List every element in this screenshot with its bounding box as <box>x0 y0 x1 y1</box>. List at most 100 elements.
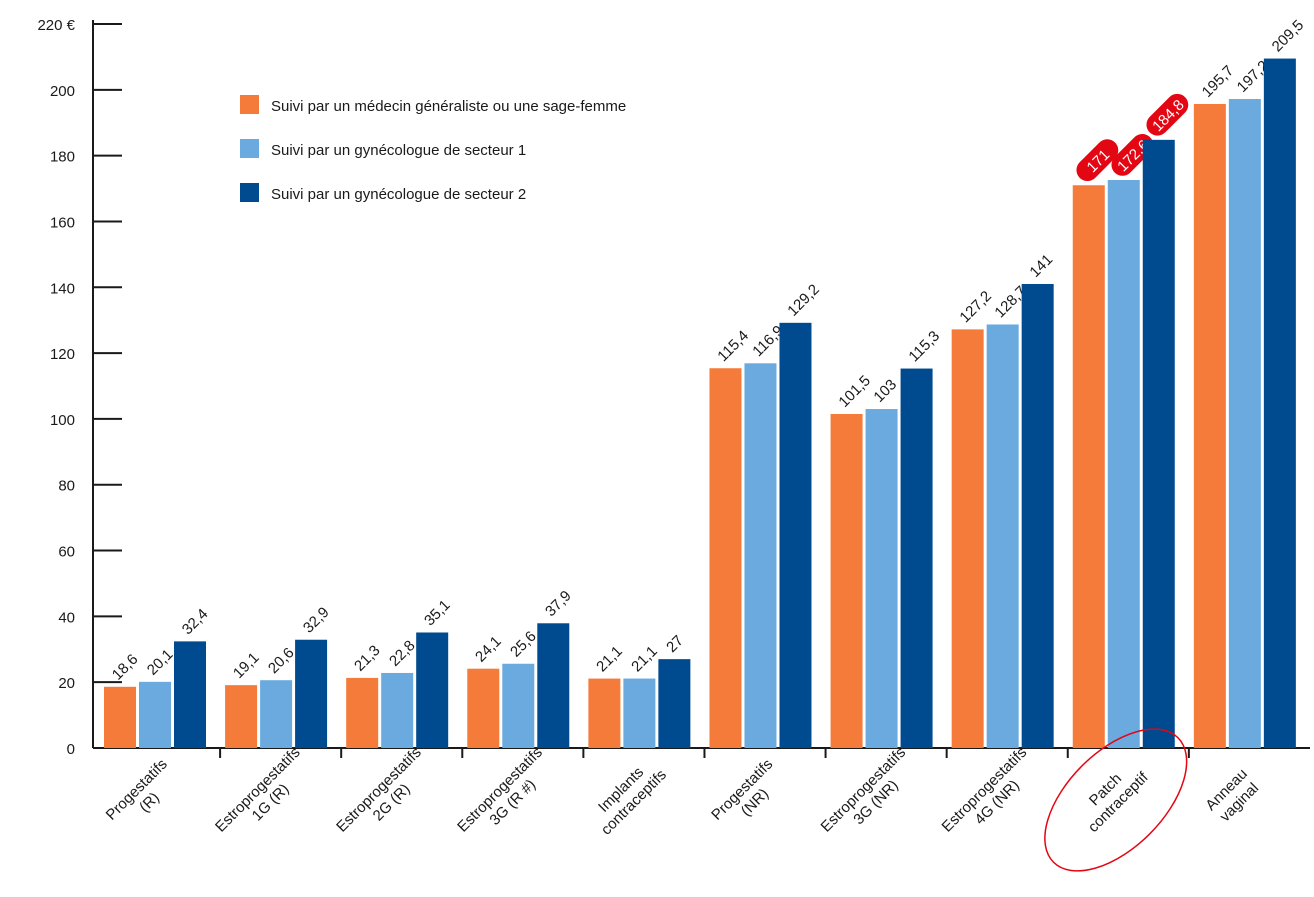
bar <box>174 641 206 748</box>
value-label: 35,1 <box>421 597 454 630</box>
value-label-group: 32,4 <box>179 606 212 639</box>
bar <box>537 623 570 748</box>
x-label-group: Progestatifs(NR) <box>708 756 776 824</box>
value-label: 32,9 <box>300 604 333 637</box>
value-label-group: 37,9 <box>542 587 575 620</box>
y-tick-label: 60 <box>58 544 75 561</box>
bar <box>1228 99 1261 749</box>
value-label: 37,9 <box>542 587 575 620</box>
x-tick-label: Progestatifs <box>103 756 171 824</box>
value-label: 19,1 <box>230 649 263 682</box>
x-label-group: Progestatifs(R) <box>103 756 171 824</box>
bar <box>709 368 742 748</box>
bar <box>779 322 812 748</box>
legend-label: Suivi par un gynécologue de secteur 1 <box>271 142 526 159</box>
value-label-group: 195,7 <box>1199 62 1238 101</box>
y-tick-label: 140 <box>50 280 75 297</box>
legend-swatch <box>240 139 259 158</box>
bar <box>623 678 656 748</box>
y-tick-label: 40 <box>58 609 75 626</box>
value-label-group: 20,6 <box>265 644 298 677</box>
legend-swatch <box>240 183 259 202</box>
value-label: 21,1 <box>593 643 626 676</box>
value-label-group: 127,2 <box>956 288 995 327</box>
value-label-group: 103 <box>870 376 900 406</box>
value-label: 209,5 <box>1269 17 1308 56</box>
value-label-group: 141 <box>1026 251 1056 281</box>
bar <box>1021 283 1054 748</box>
value-label: 103 <box>870 376 900 406</box>
bar <box>1072 185 1105 749</box>
bar <box>346 677 379 748</box>
value-label-pill <box>1076 139 1119 182</box>
y-tick-label: 100 <box>50 412 75 429</box>
value-label-group: 35,1 <box>421 597 454 630</box>
value-label-group: 22,8 <box>386 637 419 670</box>
value-label-group: 24,1 <box>472 633 505 666</box>
value-label-group: 184,8 <box>1146 93 1189 136</box>
value-label: 115,3 <box>905 328 943 366</box>
value-label-group: 18,6 <box>109 651 142 684</box>
bar <box>502 663 535 748</box>
y-tick-label: 180 <box>50 149 75 166</box>
value-label: 32,4 <box>179 606 212 639</box>
bar <box>139 681 171 748</box>
value-label-group: 209,5 <box>1269 17 1308 56</box>
legend-swatch <box>240 95 259 114</box>
legend-label: Suivi par un gynécologue de secteur 2 <box>271 186 526 203</box>
y-tick-label: 200 <box>50 83 75 100</box>
value-label: 20,6 <box>265 644 298 677</box>
bar <box>830 413 863 748</box>
bar <box>416 632 449 748</box>
value-label: 21,3 <box>351 642 384 675</box>
bar <box>1193 103 1226 748</box>
y-tick-label: 160 <box>50 214 75 231</box>
y-tick-label: 0 <box>67 741 75 758</box>
y-tick-label: 80 <box>58 478 75 495</box>
bar <box>260 680 293 748</box>
legend-label: Suivi par un médecin généraliste ou une … <box>271 98 626 115</box>
bar <box>900 368 933 748</box>
value-label: 141 <box>1026 251 1056 281</box>
value-label-group: 32,9 <box>300 604 333 637</box>
value-label: 195,7 <box>1199 62 1238 101</box>
bar <box>865 409 898 748</box>
value-label: 127,2 <box>956 288 995 327</box>
value-label: 22,8 <box>386 637 419 670</box>
bar <box>1263 58 1296 748</box>
value-label-group: 20,1 <box>144 646 177 679</box>
bar <box>381 672 414 748</box>
value-label-group: 115,4 <box>714 327 752 365</box>
bar <box>658 659 691 748</box>
value-label-group: 19,1 <box>230 649 263 682</box>
bar <box>1107 179 1140 749</box>
value-label: 21,1 <box>628 643 661 676</box>
value-label-group: 101,5 <box>835 372 874 411</box>
bar <box>225 685 258 748</box>
bar <box>104 686 136 748</box>
y-tick-label: 220 € <box>37 17 75 34</box>
highlight-ellipse <box>1044 728 1188 872</box>
x-tick-label: Progestatifs <box>708 756 776 824</box>
value-label: 25,6 <box>507 628 540 661</box>
value-label-group: 129,2 <box>784 281 823 320</box>
value-label-pill <box>1146 93 1189 136</box>
value-label-group: 21,3 <box>351 642 384 675</box>
value-label: 27 <box>663 632 687 656</box>
y-tick-label: 20 <box>58 675 75 692</box>
y-tick-label: 120 <box>50 346 75 363</box>
value-label-group: 27 <box>663 632 687 656</box>
value-label: 20,1 <box>144 646 177 679</box>
value-label: 101,5 <box>835 372 874 411</box>
bar <box>744 363 777 748</box>
value-label: 129,2 <box>784 281 823 320</box>
value-label-group: 21,1 <box>628 643 661 676</box>
